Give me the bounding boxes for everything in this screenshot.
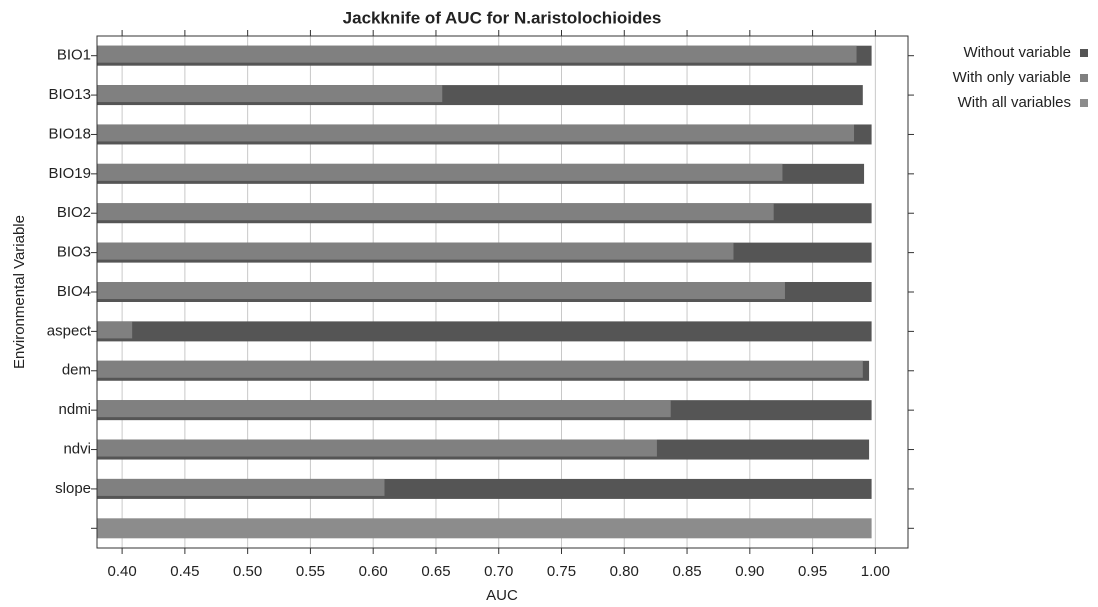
bar [97, 45, 857, 63]
y-tick-label: BIO18 [48, 125, 91, 142]
bar [97, 85, 443, 103]
x-tick-label: 0.65 [421, 563, 450, 580]
chart-title: Jackknife of AUC for N.aristolochioides [343, 8, 662, 27]
bar [97, 282, 785, 299]
x-tick-label: 0.75 [547, 563, 576, 580]
x-tick-label: 0.55 [296, 563, 325, 580]
x-axis-label: AUC [486, 587, 518, 604]
y-tick-label: slope [55, 480, 91, 497]
legend-label: With only variable [953, 69, 1071, 86]
x-tick-label: 0.60 [359, 563, 388, 580]
plot-border [96, 35, 909, 549]
bar [97, 400, 671, 418]
legend-swatch [1080, 49, 1088, 57]
x-tick-label: 1.00 [861, 563, 890, 580]
bar [97, 439, 657, 457]
y-tick-label: BIO1 [57, 47, 91, 64]
bar [97, 163, 783, 181]
x-tick-label: 0.45 [170, 563, 199, 580]
y-tick-label: BIO13 [48, 86, 91, 103]
bar [97, 242, 734, 260]
y-tick-label: dem [62, 362, 91, 379]
legend-swatch [1080, 99, 1088, 107]
bar [97, 321, 872, 342]
x-tick-label: 0.95 [798, 563, 827, 580]
x-tick-label: 0.40 [108, 563, 137, 580]
bar [97, 518, 872, 539]
bar [97, 321, 133, 339]
x-tick-label: 0.80 [610, 563, 639, 580]
bar [97, 478, 385, 496]
legend-label: With all variables [958, 94, 1071, 111]
legend-swatch [1080, 74, 1088, 82]
x-tick-label: 0.90 [735, 563, 764, 580]
x-tick-label: 0.85 [672, 563, 701, 580]
y-tick-label: BIO4 [57, 283, 91, 300]
y-tick-label: aspect [47, 322, 92, 339]
y-tick-label: BIO3 [57, 244, 91, 261]
y-tick-label: ndvi [63, 441, 91, 458]
x-tick-label: 0.50 [233, 563, 262, 580]
bar [97, 124, 855, 142]
y-tick-label: BIO2 [57, 204, 91, 221]
y-tick-label: ndmi [58, 401, 91, 418]
legend-label: Without variable [963, 44, 1071, 61]
bar [97, 203, 774, 221]
x-tick-label: 0.70 [484, 563, 513, 580]
bar [97, 360, 863, 378]
y-tick-label: BIO19 [48, 165, 91, 182]
y-axis-label: Environmental Variable [11, 215, 28, 369]
